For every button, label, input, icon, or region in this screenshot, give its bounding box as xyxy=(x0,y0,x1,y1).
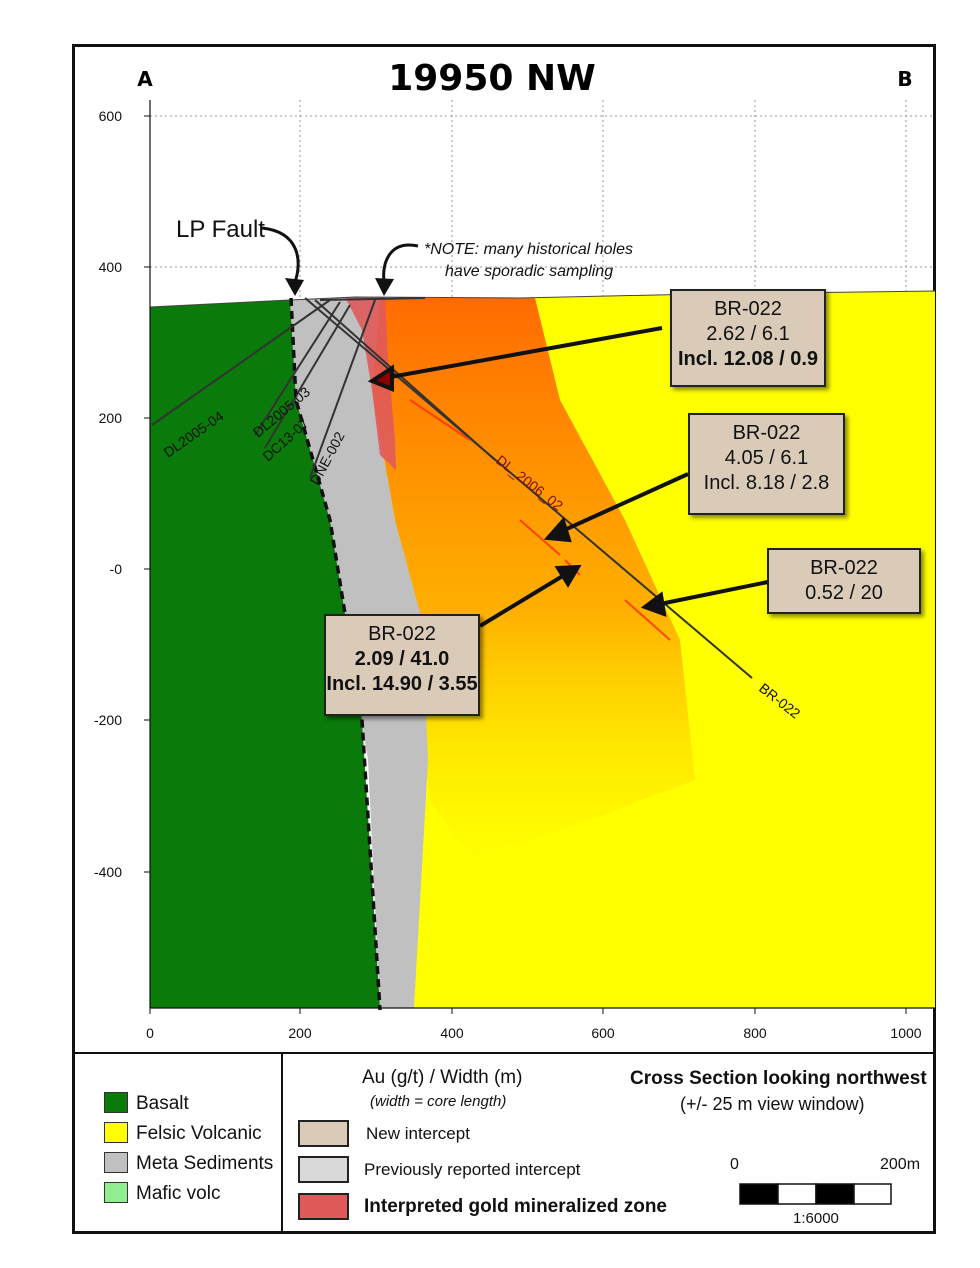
callout-value: 2.09 / 41.0 xyxy=(354,648,450,670)
y-ticks xyxy=(144,115,150,873)
note-line-2: have sporadic sampling xyxy=(445,263,613,280)
new-intercept-swatch xyxy=(298,1120,349,1147)
callout-arrows xyxy=(367,326,769,628)
x-tick-label: 0 xyxy=(146,1025,154,1041)
note-arrowhead xyxy=(375,278,394,296)
felsic-volcanic-label: Felsic Volcanic xyxy=(136,1123,262,1144)
meta-sediments-swatch xyxy=(104,1152,128,1173)
section-end-b: B xyxy=(897,67,912,91)
section-end-a: A xyxy=(137,67,153,91)
felsic-volcanic-swatch xyxy=(104,1122,128,1143)
lp-fault-line xyxy=(289,297,382,1011)
au-subheading: (width = core length) xyxy=(370,1093,507,1110)
scale-ratio-label: 1:6000 xyxy=(793,1210,839,1227)
scale-bar xyxy=(739,1183,892,1205)
meta-sediments-label: Meta Sediments xyxy=(136,1153,274,1174)
callout-hole: BR-022 xyxy=(810,557,878,579)
previous-intercept-label: Previously reported intercept xyxy=(364,1160,581,1179)
fault-arrow xyxy=(261,226,300,283)
drillholes xyxy=(151,297,753,679)
y-tick-label: -200 xyxy=(94,712,122,728)
mafic-volc-label: Mafic volc xyxy=(136,1183,221,1204)
callout-value: 2.62 / 6.1 xyxy=(706,323,790,345)
y-tick-label: -0 xyxy=(110,561,123,577)
new-intercept-label: New intercept xyxy=(366,1124,470,1143)
callout-include: Incl. 8.18 / 2.8 xyxy=(703,472,830,494)
y-tick-label: -400 xyxy=(94,864,122,880)
callout-value: 0.52 / 20 xyxy=(805,582,883,604)
callout-hole: BR-022 xyxy=(714,298,782,320)
callout-include: Incl. 12.08 / 0.9 xyxy=(677,348,819,370)
callout-box: BR-022 0.52 / 20 xyxy=(767,548,921,614)
y-tick-label: 600 xyxy=(99,108,123,124)
x-ticks xyxy=(149,1008,907,1014)
callout-box: BR-022 2.09 / 41.0 Incl. 14.90 / 3.55 xyxy=(324,614,480,716)
note-arrow xyxy=(382,243,419,283)
callout-value: 4.05 / 6.1 xyxy=(724,447,809,469)
callout-box: BR-022 4.05 / 6.1 Incl. 8.18 / 2.8 xyxy=(688,413,845,515)
scale-start-label: 0 xyxy=(730,1156,739,1173)
callout-hole: BR-022 xyxy=(368,623,436,645)
scale-end-label: 200m xyxy=(880,1156,921,1173)
mineralized-zone-swatch xyxy=(298,1193,349,1220)
basalt-swatch xyxy=(104,1092,128,1113)
x-tick-label: 400 xyxy=(440,1025,464,1041)
section-title: 19950 NW xyxy=(388,58,596,99)
fault-arrowhead xyxy=(285,278,304,296)
basalt-unit xyxy=(150,300,380,1008)
view-title: Cross Section looking northwest xyxy=(630,1068,927,1089)
x-tick-label: 1000 xyxy=(890,1025,921,1041)
lp-fault-label: LP Fault xyxy=(176,216,265,243)
basalt-label: Basalt xyxy=(136,1093,189,1114)
x-tick-label: 600 xyxy=(591,1025,615,1041)
view-window: (+/- 25 m view window) xyxy=(680,1094,865,1114)
y-tick-label: 400 xyxy=(99,259,123,275)
red-mineralized-zone xyxy=(345,297,396,470)
au-heading: Au (g/t) / Width (m) xyxy=(362,1067,523,1088)
previous-intercept-swatch xyxy=(298,1156,349,1183)
x-tick-label: 200 xyxy=(288,1025,312,1041)
mafic-volc-swatch xyxy=(104,1182,128,1203)
mineralized-zone-label: Interpreted gold mineralized zone xyxy=(364,1196,667,1217)
callout-box: BR-022 2.62 / 6.1 Incl. 12.08 / 0.9 xyxy=(670,289,826,387)
callout-hole: BR-022 xyxy=(732,422,801,444)
y-tick-label: 200 xyxy=(99,410,123,426)
mineralized-zone-gradient xyxy=(372,298,695,860)
x-tick-label: 800 xyxy=(743,1025,767,1041)
note-line-1: *NOTE: many historical holes xyxy=(424,241,633,258)
callout-include: Incl. 14.90 / 3.55 xyxy=(326,673,478,695)
